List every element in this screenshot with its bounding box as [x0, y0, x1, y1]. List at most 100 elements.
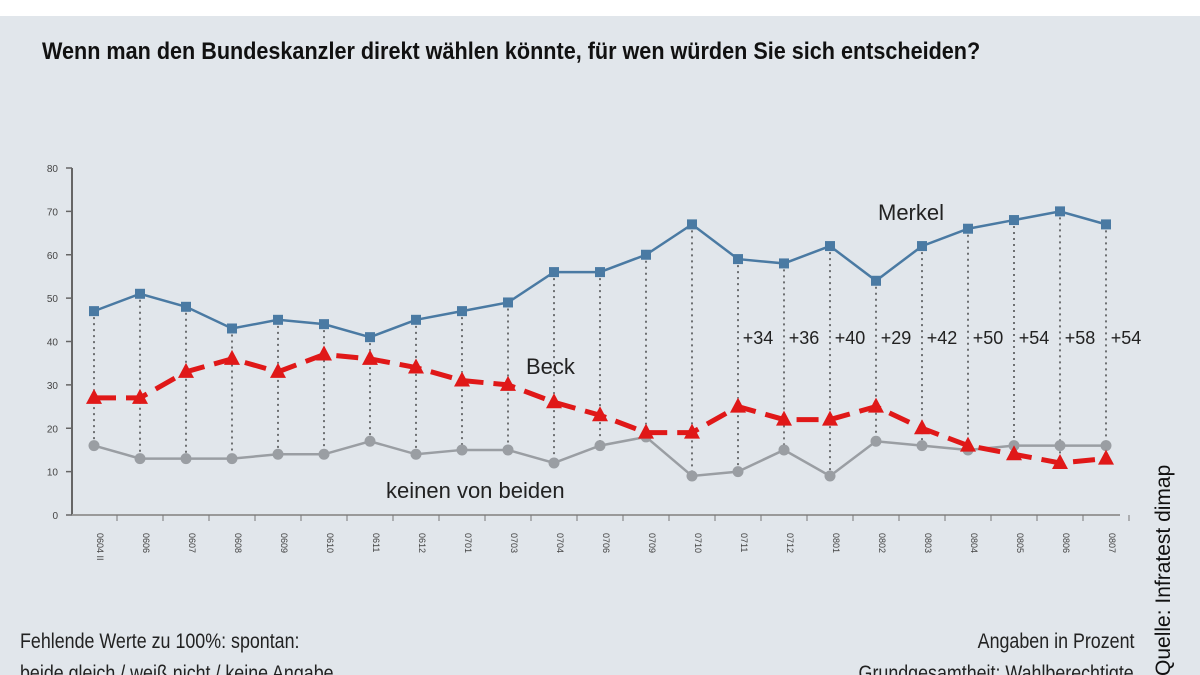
beck-point — [500, 375, 516, 391]
beck-point — [822, 410, 838, 426]
y-tick-label: 30 — [47, 381, 59, 392]
footer-population: Grundgesamtheit: Wahlberechtigte — [858, 662, 1134, 675]
keinen-point — [548, 457, 560, 469]
merkel-point — [457, 306, 467, 317]
beck-point — [224, 349, 240, 365]
merkel-point — [641, 249, 651, 260]
beck-point — [546, 393, 562, 409]
x-tick-label: 0606 — [141, 533, 151, 553]
keinen-point — [88, 440, 100, 452]
keinen-point — [272, 448, 284, 460]
keinen-point — [134, 453, 146, 465]
merkel-point — [273, 314, 283, 325]
x-tick-label: 0802 — [877, 533, 887, 553]
gap-annotation: +42 — [927, 328, 958, 348]
beck-point — [316, 345, 332, 361]
x-tick-label: 0805 — [1015, 533, 1025, 553]
beck-point — [132, 388, 148, 404]
beck-point — [178, 362, 194, 378]
x-tick-label: 0704 — [555, 533, 565, 553]
x-tick-label: 0710 — [693, 533, 703, 553]
footer-missing-values-detail: beide gleich / weiß nicht / keine Angabe — [20, 662, 334, 675]
merkel-point — [595, 267, 605, 278]
merkel-point — [1055, 206, 1065, 217]
x-tick-label: 0607 — [187, 533, 197, 553]
merkel-point — [411, 314, 421, 325]
keinen-point — [870, 435, 882, 447]
x-tick-label: 0703 — [509, 533, 519, 553]
line-chart: 0 10 20 30 40 50 60 70 80 0604 II 0606 0607 0608 0609… — [47, 164, 1141, 561]
merkel-point — [779, 258, 789, 269]
chart-panel: Wenn man den Bundeskanzler direkt wählen… — [0, 16, 1200, 675]
gap-annotation: +54 — [1019, 328, 1050, 348]
beck-point — [1052, 453, 1068, 469]
source-credit: Quelle: Infratest dimap — [1152, 464, 1175, 675]
merkel-point — [963, 223, 973, 234]
merkel-point — [549, 267, 559, 278]
keinen-point — [226, 453, 238, 465]
beck-point — [638, 423, 654, 439]
merkel-point — [135, 288, 145, 299]
beck-point — [730, 397, 746, 413]
merkel-point — [181, 301, 191, 312]
y-tick-label: 40 — [47, 338, 59, 349]
keinen-point — [594, 440, 606, 452]
keinen-point — [410, 448, 422, 460]
y-tick-label: 70 — [47, 207, 59, 218]
merkel-point — [687, 219, 697, 230]
gap-annotation: +34 — [743, 328, 774, 348]
merkel-point — [503, 297, 513, 308]
merkel-point — [917, 241, 927, 252]
keinen-point — [732, 466, 744, 478]
y-tick-label: 10 — [47, 468, 59, 479]
keinen-point — [180, 453, 192, 465]
x-tick-label: 0604 II — [95, 533, 105, 561]
merkel-point — [227, 323, 237, 334]
x-tick-label: 0807 — [1107, 533, 1117, 553]
beck-point — [454, 371, 470, 387]
chart-title: Wenn man den Bundeskanzler direkt wählen… — [42, 38, 981, 65]
keinen-point — [1100, 440, 1112, 452]
beck-point — [408, 358, 424, 374]
merkel-point — [825, 241, 835, 252]
y-tick-label: 20 — [47, 424, 59, 435]
keinen-point — [916, 440, 928, 452]
beck-point — [592, 406, 608, 422]
beck-point — [868, 397, 884, 413]
merkel-point — [319, 319, 329, 330]
x-tick-label: 0709 — [647, 533, 657, 553]
beck-point — [270, 362, 286, 378]
beck-point — [1098, 449, 1114, 465]
keinen-point — [824, 470, 836, 482]
merkel-point — [733, 254, 743, 265]
keinen-point — [456, 444, 468, 456]
merkel-label: Merkel — [878, 200, 944, 225]
gap-annotation: +58 — [1065, 328, 1096, 348]
merkel-point — [365, 332, 375, 343]
beck-point — [684, 423, 700, 439]
gap-annotation: +36 — [789, 328, 820, 348]
keinen-point — [1054, 440, 1066, 452]
keinen-point — [318, 448, 330, 460]
footer-units: Angaben in Prozent — [977, 630, 1134, 653]
merkel-point — [89, 306, 99, 317]
x-tick-label: 0611 — [371, 533, 381, 552]
keinen-point — [686, 470, 698, 482]
x-tick-label: 0706 — [601, 533, 611, 553]
beck-point — [960, 436, 976, 452]
y-tick-label: 80 — [47, 164, 59, 175]
beck-point — [1006, 445, 1022, 461]
x-tick-label: 0612 — [417, 533, 427, 553]
gap-annotation: +29 — [881, 328, 912, 348]
keinen-point — [364, 435, 376, 447]
keinen-point — [778, 444, 790, 456]
x-tick-label: 0806 — [1061, 533, 1071, 553]
x-tick-label: 0804 — [969, 533, 979, 553]
merkel-point — [1101, 219, 1111, 230]
y-tick-label: 50 — [47, 294, 59, 305]
x-tick-label: 0609 — [279, 533, 289, 553]
gap-annotation: +50 — [973, 328, 1004, 348]
gap-annotation: +40 — [835, 328, 866, 348]
x-tick-label: 0701 — [463, 533, 473, 553]
y-tick-label: 60 — [47, 251, 59, 262]
